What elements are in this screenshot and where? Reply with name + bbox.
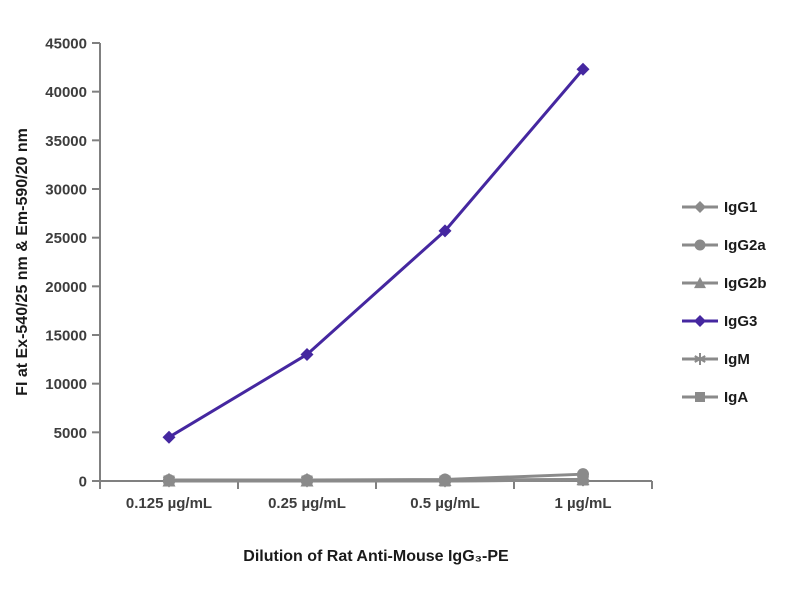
marker-IgA-1 (301, 475, 313, 487)
legend-marker-IgM (694, 355, 706, 363)
legend-diamond-icon (682, 201, 718, 213)
legend-asterisk-icon (682, 353, 718, 365)
marker-IgG3-1 (300, 347, 314, 361)
series-line-IgA (167, 478, 585, 483)
y-tick-label: 15000 (45, 328, 87, 345)
y-tick-label: 10000 (45, 376, 87, 393)
marker-IgG3-3 (576, 62, 590, 76)
marker-IgG3-0 (162, 430, 176, 444)
y-tick-label: 45000 (45, 36, 87, 53)
y-tick-label: 40000 (45, 84, 87, 101)
legend-label-IgG2b: IgG2b (724, 274, 767, 292)
y-tick-label: 25000 (45, 230, 87, 247)
legend-item-IgA: IgA (682, 386, 767, 408)
marker-IgA-0 (163, 475, 175, 487)
legend-label-IgG3: IgG3 (724, 312, 758, 330)
legend-triangle-icon (682, 277, 718, 289)
legend-item-IgG3: IgG3 (682, 310, 767, 332)
legend-square-icon (682, 392, 718, 402)
x-axis-title: Dilution of Rat Anti-Mouse IgG₃-PE (243, 548, 509, 565)
legend-marker-IgG2a (694, 239, 706, 251)
x-category-label: 0.25 µg/mL (268, 495, 346, 512)
series-line-IgG3 (167, 67, 585, 439)
legend-diamond-icon (682, 315, 718, 327)
x-category-label: 1 µg/mL (555, 495, 612, 512)
legend-label-IgG1: IgG1 (724, 198, 758, 216)
legend-marker-IgG2b (694, 277, 706, 289)
legend-marker-IgA (695, 392, 705, 402)
x-category-label: 0.125 µg/mL (126, 495, 212, 512)
legend-label-IgG2a: IgG2a (724, 236, 766, 254)
y-tick-label: 0 (79, 474, 87, 491)
legend: IgG1 IgG2a IgG2b IgG3 IgM IgA (682, 196, 767, 408)
y-axis-title: FI at Ex-540/25 nm & Em-590/20 nm (14, 128, 31, 396)
legend-circle-icon (682, 239, 718, 251)
marker-IgG3-2 (438, 224, 452, 238)
y-tick-label: 30000 (45, 182, 87, 199)
marker-IgA-3 (577, 474, 589, 486)
legend-label-IgM: IgM (724, 350, 750, 368)
y-tick-label: 5000 (54, 425, 87, 442)
y-tick-label: 20000 (45, 279, 87, 296)
legend-item-IgG1: IgG1 (682, 196, 767, 218)
legend-item-IgG2a: IgG2a (682, 234, 767, 256)
legend-item-IgM: IgM (682, 348, 767, 370)
y-tick-label: 35000 (45, 133, 87, 150)
x-category-label: 0.5 µg/mL (410, 495, 480, 512)
legend-item-IgG2b: IgG2b (682, 272, 767, 294)
legend-marker-IgG1 (694, 201, 706, 213)
marker-IgA-2 (439, 475, 451, 487)
legend-label-IgA: IgA (724, 388, 749, 406)
legend-marker-IgG3 (694, 315, 706, 327)
